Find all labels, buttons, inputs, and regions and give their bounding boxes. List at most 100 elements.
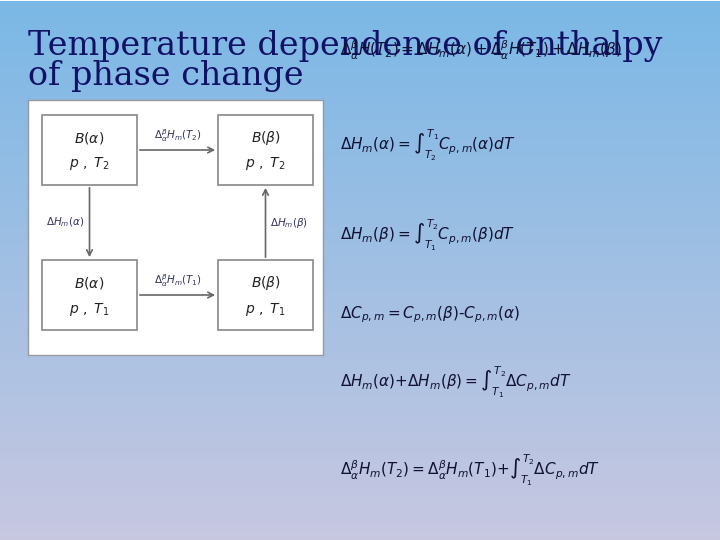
Bar <box>0 47 720 48</box>
Bar <box>0 112 720 113</box>
Bar <box>0 278 720 279</box>
Bar <box>0 27 720 28</box>
Bar <box>0 321 720 322</box>
Bar <box>0 370 720 371</box>
Bar <box>0 398 720 399</box>
Bar <box>0 532 720 533</box>
Bar <box>0 437 720 438</box>
Text: $\Delta H_m(\beta)$: $\Delta H_m(\beta)$ <box>271 215 309 230</box>
Bar <box>0 24 720 25</box>
Bar <box>0 269 720 270</box>
Bar <box>0 102 720 103</box>
Bar <box>0 260 720 261</box>
Text: $\Delta C_{p,m}=C_{p,m}(\beta)\text{-}C_{p,m}(\alpha)$: $\Delta C_{p,m}=C_{p,m}(\beta)\text{-}C_… <box>340 305 520 325</box>
Bar <box>0 326 720 327</box>
Bar <box>0 525 720 526</box>
Bar <box>0 529 720 530</box>
Bar <box>0 281 720 282</box>
Bar <box>0 186 720 187</box>
Bar <box>0 290 720 291</box>
Bar <box>0 248 720 249</box>
Bar <box>0 413 720 414</box>
Bar <box>0 511 720 512</box>
Bar <box>0 89 720 90</box>
Bar <box>0 521 720 522</box>
Bar <box>0 217 720 218</box>
Bar <box>0 90 720 91</box>
Bar <box>0 316 720 317</box>
Bar <box>0 59 720 60</box>
Bar <box>0 78 720 79</box>
Bar <box>0 385 720 386</box>
Bar <box>0 448 720 449</box>
Bar <box>0 210 720 211</box>
Bar <box>0 341 720 342</box>
Bar <box>0 305 720 306</box>
Bar <box>0 12 720 13</box>
Bar <box>0 463 720 464</box>
Bar <box>0 61 720 62</box>
Bar <box>0 376 720 377</box>
Bar <box>0 347 720 348</box>
Bar <box>0 168 720 169</box>
Bar <box>0 30 720 31</box>
Bar <box>0 98 720 99</box>
Bar <box>0 505 720 506</box>
Bar <box>0 35 720 36</box>
Bar <box>0 504 720 505</box>
Bar <box>0 527 720 528</box>
Bar <box>0 273 720 274</box>
Bar <box>0 317 720 318</box>
Bar <box>0 197 720 198</box>
Bar <box>0 335 720 336</box>
Bar <box>0 99 720 100</box>
Bar <box>0 479 720 480</box>
Bar <box>0 160 720 161</box>
Bar <box>0 339 720 340</box>
Bar <box>0 154 720 155</box>
Bar <box>0 185 720 186</box>
Bar <box>0 348 720 349</box>
Bar <box>0 503 720 504</box>
Bar <box>0 461 720 462</box>
Bar <box>0 52 720 53</box>
Bar <box>0 60 720 61</box>
Bar <box>0 471 720 472</box>
Bar <box>0 29 720 30</box>
Bar <box>0 181 720 182</box>
Bar <box>0 175 720 176</box>
Bar <box>0 361 720 362</box>
Bar <box>0 143 720 144</box>
Bar <box>0 64 720 65</box>
Bar <box>0 366 720 367</box>
Bar <box>0 108 720 109</box>
Bar <box>0 506 720 507</box>
Bar <box>0 144 720 145</box>
Bar <box>0 84 720 85</box>
Bar <box>0 360 720 361</box>
Bar <box>0 56 720 57</box>
Text: $\Delta_{\alpha}^{\beta}H_m(T_2)$: $\Delta_{\alpha}^{\beta}H_m(T_2)$ <box>153 127 202 144</box>
Bar <box>0 432 720 433</box>
Bar <box>0 340 720 341</box>
Bar <box>0 415 720 416</box>
Bar <box>0 117 720 118</box>
Bar <box>0 408 720 409</box>
Bar <box>0 232 720 233</box>
Bar <box>0 358 720 359</box>
Bar <box>0 153 720 154</box>
Bar <box>0 235 720 236</box>
Bar <box>0 528 720 529</box>
Bar <box>0 261 720 262</box>
Bar <box>0 334 720 335</box>
Bar <box>0 297 720 298</box>
Bar <box>0 85 720 86</box>
Bar <box>0 480 720 481</box>
Bar <box>0 524 720 525</box>
Bar <box>0 51 720 52</box>
Bar <box>0 371 720 372</box>
Bar <box>0 476 720 477</box>
Bar <box>0 6 720 7</box>
Bar <box>0 14 720 15</box>
Bar <box>0 70 720 71</box>
